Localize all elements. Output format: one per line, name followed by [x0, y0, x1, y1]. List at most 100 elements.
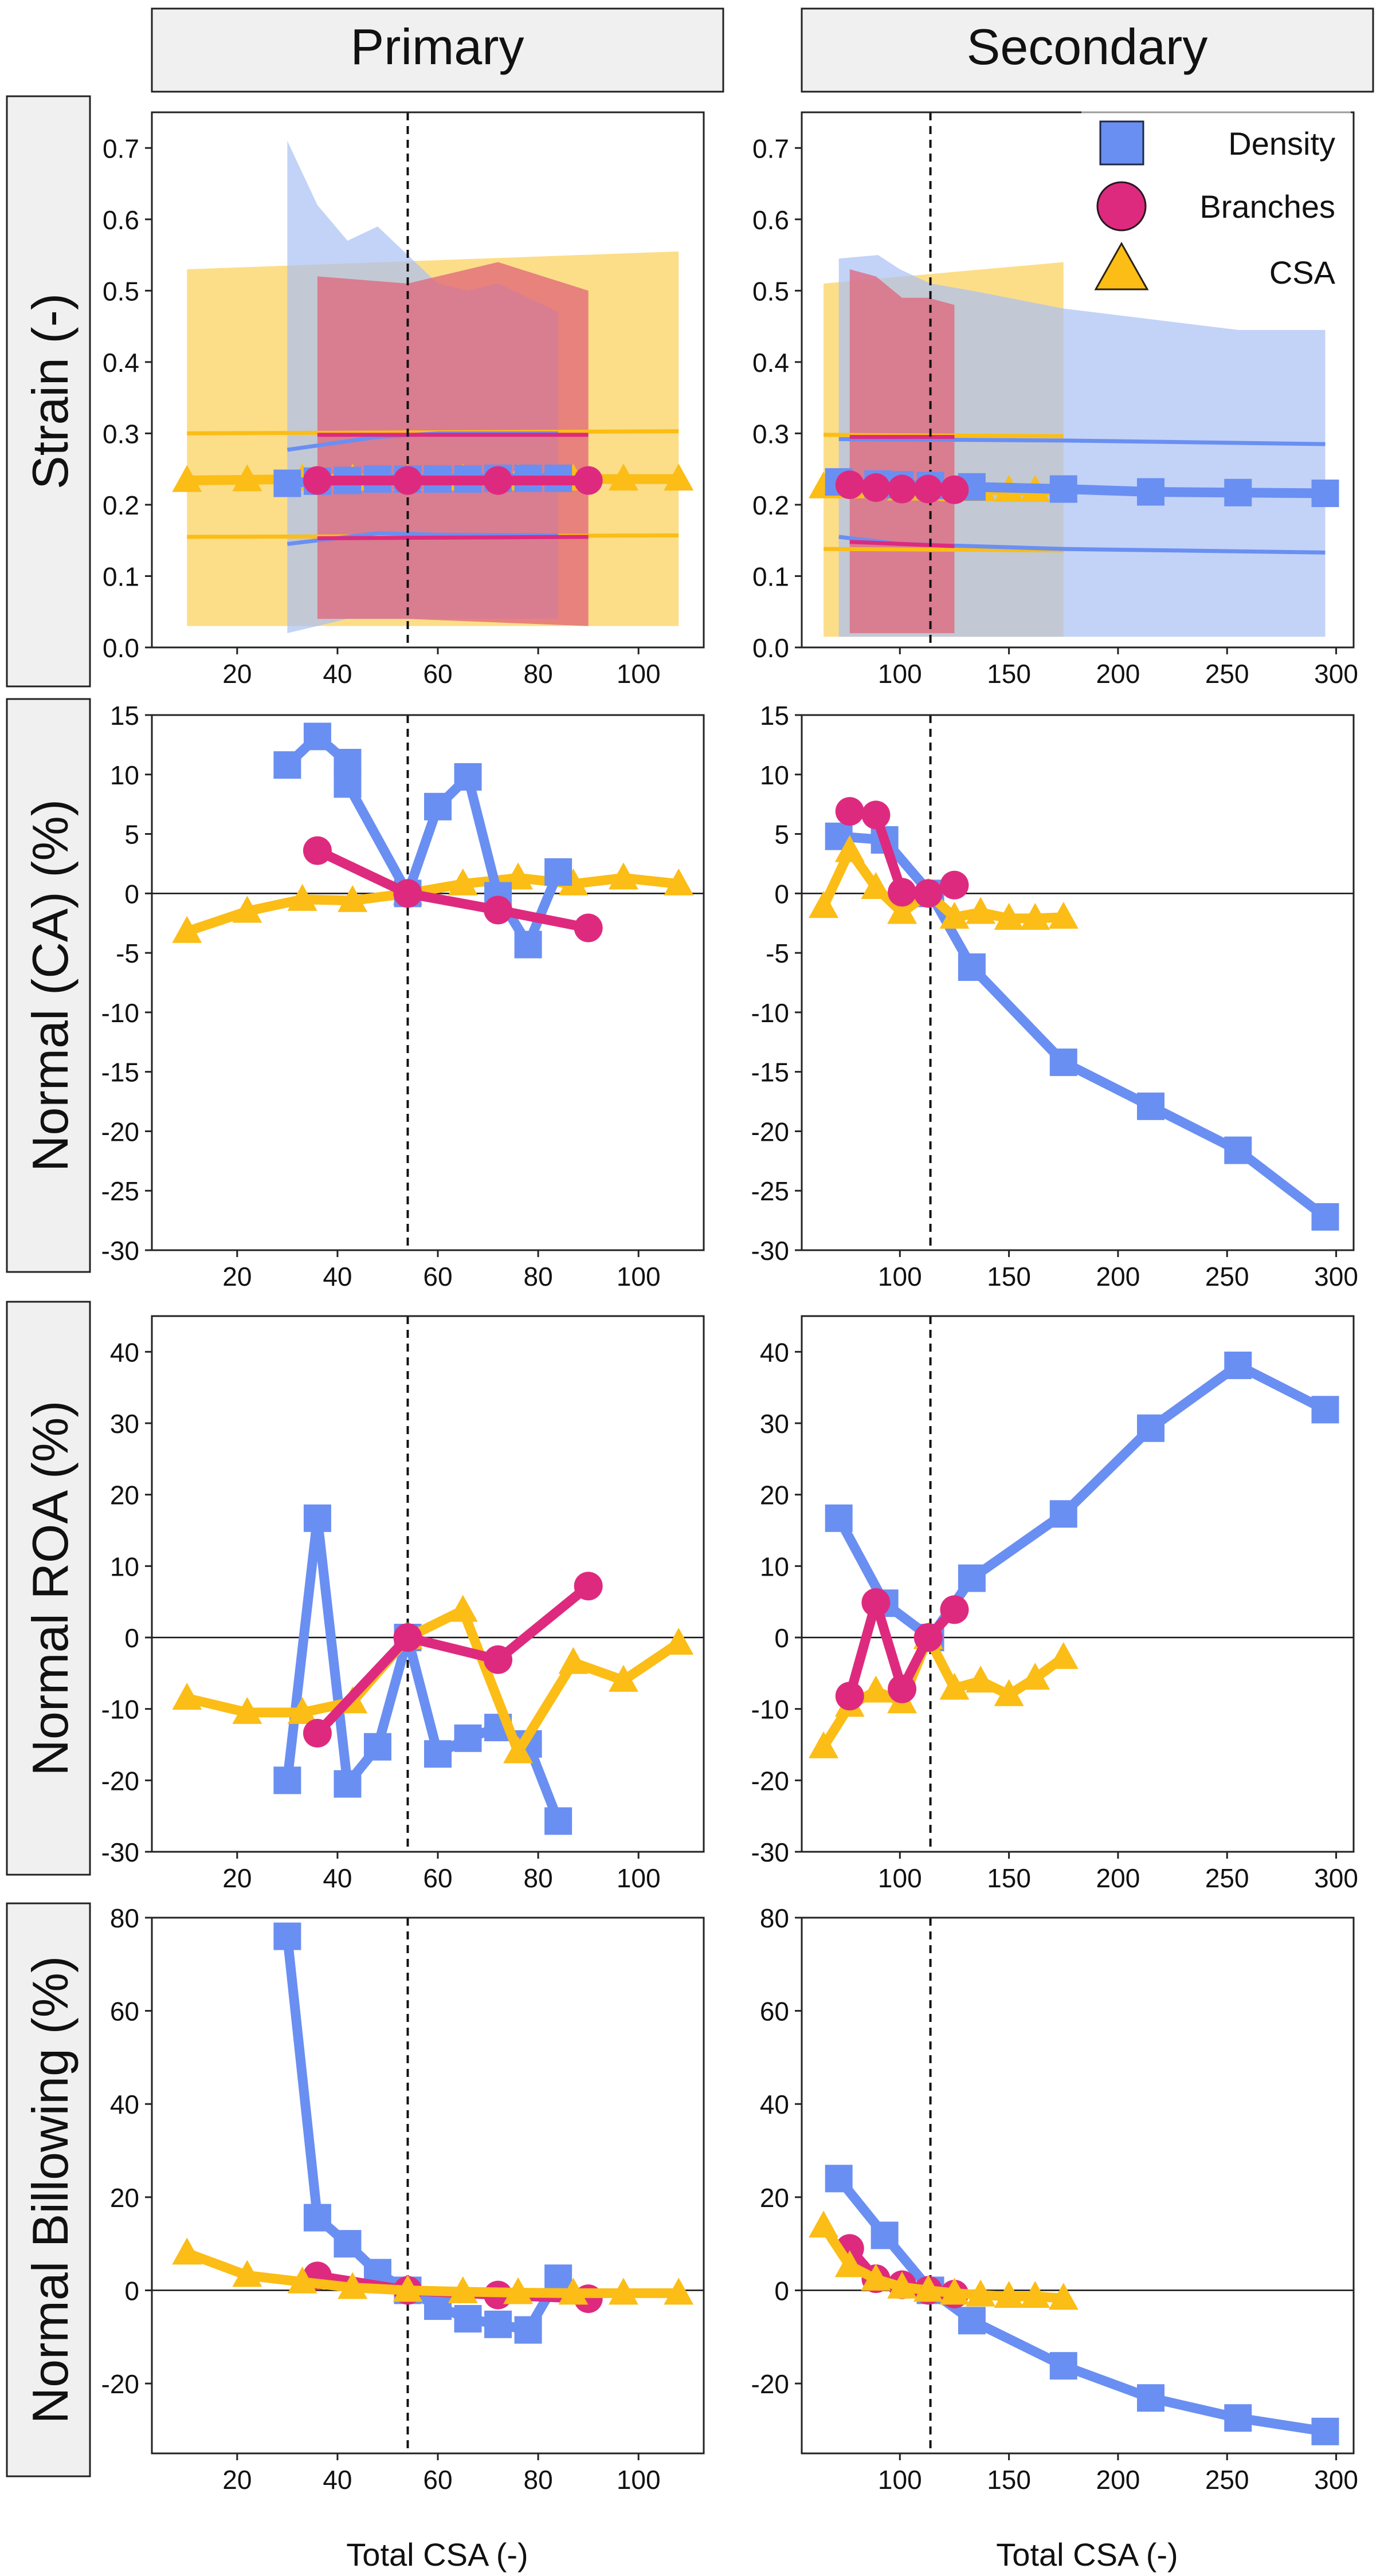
panel-secondary-ca: -30 -25 -20 -15 -10 -5 0 5 10 15 100 150 200 250 300 — [751, 701, 1358, 1291]
y-tick-label: 0 — [124, 1623, 139, 1653]
csa-data-point — [558, 2277, 589, 2305]
y-tick-label: 0.2 — [103, 490, 139, 520]
csa-data-point — [664, 464, 694, 491]
csa-data-point — [172, 1682, 202, 1710]
y-tick-label: -10 — [101, 998, 139, 1028]
csa-data-point — [939, 2277, 970, 2305]
branches-series-line — [312, 1581, 594, 1738]
csa-data-point — [503, 1736, 534, 1764]
branches-data-point — [940, 870, 969, 900]
panels-layer: 0.00.10.20.30.40.50.60.720 40 60 80 1000.00.… — [101, 111, 1358, 2495]
row-header-roa-label: Normal ROA (%) — [22, 1400, 79, 1776]
plot-frame — [801, 111, 1355, 649]
csa-data-point — [393, 2275, 423, 2302]
density-data-point — [1049, 475, 1077, 503]
csa-series-line — [818, 846, 1069, 924]
csa-data-point — [994, 1679, 1024, 1706]
csa-data-point — [172, 2237, 202, 2265]
branches-data-point — [888, 878, 917, 907]
x-tick-label: 100 — [878, 1262, 922, 1291]
y-tick-label: 0.2 — [752, 490, 789, 520]
y-tick-label: -15 — [101, 1058, 139, 1087]
csa-data-point — [232, 896, 262, 923]
density-data-point — [958, 1564, 986, 1592]
column-header-secondary: Secondary — [801, 7, 1374, 93]
branches-data-point — [913, 474, 943, 504]
y-tick-label: 0 — [774, 1623, 789, 1653]
plot-area — [802, 1918, 1354, 2453]
panel-primary-roa: -30 -20 -10 0 10 20 30 40 20 40 60 80 100 — [101, 1315, 705, 1893]
branches-data-point — [940, 475, 969, 504]
density-data-point — [303, 2204, 331, 2232]
density-data-point — [334, 770, 362, 798]
density-data-point — [1137, 2384, 1165, 2412]
row-header-ca: Normal (CA) (%) — [6, 698, 91, 1273]
x-tick-label: 100 — [878, 2465, 922, 2495]
plot-area — [802, 715, 1354, 1250]
x-tick-label: 300 — [1314, 659, 1358, 689]
branches-data-point — [303, 836, 332, 865]
branches-data-point — [393, 466, 422, 495]
y-tick-label: 0.0 — [103, 633, 139, 663]
csa-data-point — [834, 835, 865, 862]
density-data-point — [958, 2307, 986, 2335]
branches-data-point — [303, 1719, 332, 1748]
density-data-point — [825, 2165, 853, 2193]
panel-secondary-roa: -30 -20 -10 0 10 20 30 40 100 150 200 250 300 — [751, 1315, 1358, 1893]
y-tick-label: 20 — [760, 1481, 789, 1510]
csa-data-point — [994, 902, 1024, 930]
density-series-line — [282, 731, 563, 950]
plot-area — [172, 112, 694, 647]
y-tick-label: 0.1 — [103, 561, 139, 591]
y-tick-label: 0.7 — [752, 133, 789, 163]
branches-data-point — [484, 466, 513, 495]
y-tick-label: 0.6 — [752, 205, 789, 235]
branches-data-point — [574, 913, 603, 943]
legend-label-density: Density — [1228, 125, 1335, 162]
csa-data-point — [887, 897, 917, 924]
row-header-ca-label: Normal (CA) (%) — [22, 799, 79, 1172]
y-tick-label: 0.5 — [103, 276, 139, 306]
csa-data-point — [287, 883, 317, 911]
density-spread-band — [838, 255, 1326, 637]
csa-data-point — [287, 2266, 317, 2294]
y-tick-label: 20 — [110, 1481, 139, 1510]
y-tick-label: 40 — [110, 2090, 139, 2119]
density-series-line — [834, 2173, 1331, 2437]
branches-data-point — [835, 470, 864, 500]
csa-data-point — [338, 885, 368, 912]
panel-secondary-billowing: -20 0 20 40 60 80 100 150 200 250 300 — [751, 1903, 1358, 2495]
x-tick-label: 200 — [1096, 1262, 1140, 1291]
x-tick-label: 100 — [617, 2465, 661, 2495]
y-tick-label: -30 — [101, 1837, 139, 1867]
density-data-point — [1311, 1396, 1339, 1424]
csa-data-point — [287, 1697, 317, 1724]
csa-data-point — [1048, 1642, 1079, 1669]
density-data-point — [454, 2305, 482, 2333]
panel-primary-ca: -30 -25 -20 -15 -10 -5 0 5 10 15 20 40 60 80 100 — [101, 701, 705, 1291]
csa-data-point — [809, 2210, 839, 2238]
csa-data-point — [172, 916, 202, 943]
y-tick-label: 80 — [110, 1903, 139, 1933]
branches-data-point — [484, 1645, 513, 1674]
x-tick-label: 300 — [1314, 2465, 1358, 2495]
y-tick-label: 5 — [774, 820, 789, 850]
density-data-point — [484, 2310, 512, 2338]
y-tick-label: -20 — [101, 2369, 139, 2399]
x-tick-label: 60 — [423, 659, 452, 689]
x-tick-label: 150 — [987, 1863, 1031, 1893]
x-tick-label: 80 — [524, 659, 553, 689]
y-tick-label: 10 — [760, 1552, 789, 1581]
csa-data-point — [448, 868, 478, 896]
density-bound-line — [838, 437, 1326, 446]
x-tick-label: 60 — [423, 1262, 452, 1291]
plot-frame — [801, 1917, 1355, 2455]
y-tick-label: 0 — [774, 879, 789, 909]
csa-data-point — [966, 897, 996, 924]
csa-data-point — [608, 2277, 638, 2305]
row-header-strain: Strain (-) — [6, 95, 91, 688]
y-tick-label: -25 — [101, 1176, 139, 1206]
y-tick-label: 0.7 — [103, 133, 139, 163]
branches-data-point — [393, 879, 422, 908]
